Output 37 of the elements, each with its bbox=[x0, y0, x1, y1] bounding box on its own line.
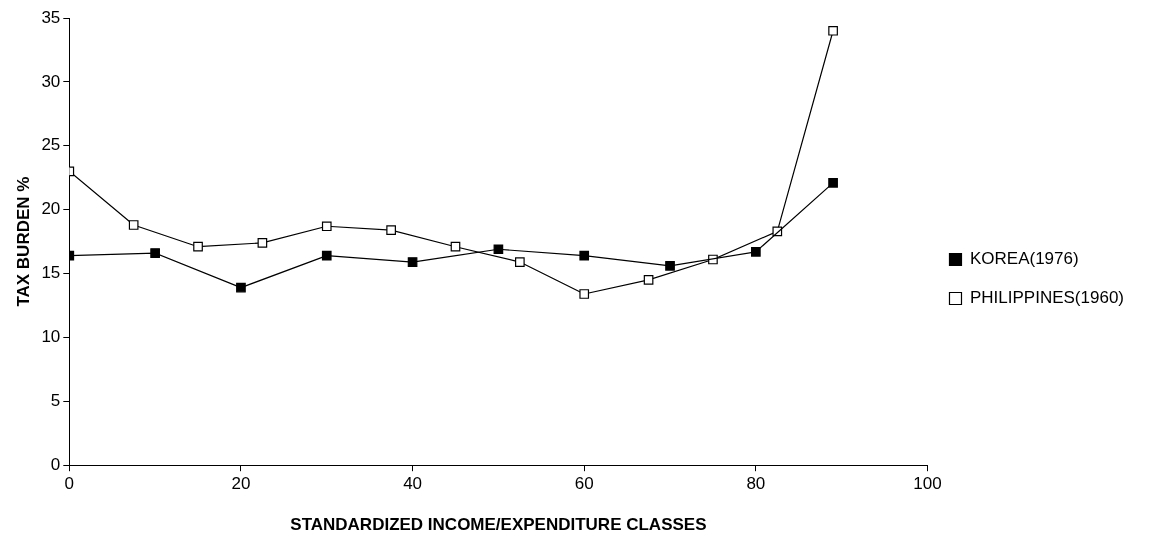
y-tick-label: 20 bbox=[41, 199, 61, 219]
point bbox=[515, 257, 525, 267]
point bbox=[579, 250, 590, 261]
point bbox=[321, 221, 332, 232]
y-tick-label: 5 bbox=[50, 391, 61, 410]
x-tick-label: 100 bbox=[913, 474, 942, 494]
x-tick-label: 20 bbox=[231, 474, 251, 494]
x-tick-label: 60 bbox=[574, 474, 594, 494]
point bbox=[193, 241, 203, 252]
y-tick-label: 15 bbox=[41, 263, 61, 283]
point bbox=[407, 257, 418, 267]
point bbox=[665, 261, 675, 271]
x-tick-label: 40 bbox=[403, 474, 423, 494]
x-tick-label: 0 bbox=[64, 474, 75, 494]
point bbox=[257, 238, 268, 248]
point bbox=[493, 244, 504, 255]
legend-label: PHILIPPINES(1960) bbox=[969, 288, 1124, 308]
x-tick-label: 80 bbox=[746, 474, 766, 494]
point bbox=[450, 241, 461, 252]
point bbox=[751, 246, 761, 257]
point bbox=[321, 250, 332, 261]
y-tick-label: 35 bbox=[41, 7, 61, 27]
y-tick-label: 25 bbox=[41, 135, 61, 155]
point bbox=[828, 177, 838, 188]
legend-label: KOREA(1976) bbox=[969, 249, 1079, 269]
y-tick-label: 30 bbox=[41, 71, 61, 91]
point bbox=[236, 282, 246, 293]
y-axis-title: TAX BURDEN % bbox=[13, 176, 33, 307]
point bbox=[386, 225, 396, 235]
y-tick-label: 10 bbox=[41, 327, 61, 347]
y-tick-label: 0 bbox=[50, 454, 61, 474]
point bbox=[828, 25, 838, 36]
point bbox=[150, 248, 160, 258]
point bbox=[579, 289, 590, 299]
point bbox=[128, 220, 139, 230]
x-axis-title: STANDARDIZED INCOME/EXPENDITURE CLASSES bbox=[290, 515, 707, 535]
point bbox=[643, 275, 654, 285]
